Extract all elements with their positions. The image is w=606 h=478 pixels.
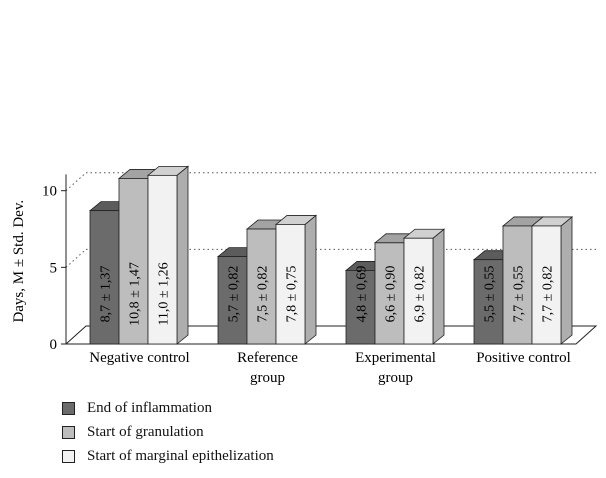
gridline-diagonal — [65, 172, 87, 192]
bar-value-label: 10,8 ± 1,47 — [128, 262, 143, 326]
chart-legend: End of inflammation Start of granulation S… — [62, 396, 274, 468]
bar-value-label: 6,6 ± 0,90 — [384, 266, 399, 323]
legend-label: Start of marginal epithelization — [87, 447, 274, 464]
bar — [374, 242, 405, 345]
bar-value-label: 7,7 ± 0,55 — [512, 266, 527, 323]
legend-item: Start of granulation — [62, 420, 274, 444]
bar — [275, 224, 306, 345]
bar — [502, 225, 533, 345]
bar-side — [304, 214, 317, 345]
bar-side — [432, 228, 445, 345]
bar-value-label: 7,7 ± 0,82 — [541, 266, 556, 323]
bar — [531, 225, 562, 345]
y-axis-label: Days, M ± Std. Dev. — [11, 200, 27, 323]
bar-value-label: 8,7 ± 1,37 — [99, 266, 114, 323]
x-category-label: Positive control — [476, 350, 571, 366]
bar-value-label: 5,5 ± 0,55 — [483, 266, 498, 323]
bar — [473, 259, 504, 345]
x-category-label: group — [378, 370, 413, 386]
gridline-diagonal — [65, 248, 87, 268]
legend-swatch — [62, 425, 75, 439]
bar — [217, 256, 248, 345]
bar-value-label: 7,8 ± 0,75 — [285, 266, 300, 323]
legend-item: Start of marginal epithelization — [62, 444, 274, 468]
x-category-label: group — [250, 370, 285, 386]
legend-label: End of inflammation — [87, 399, 212, 416]
y-tick-label: 5 — [50, 260, 58, 276]
x-category-label: Negative control — [89, 350, 189, 366]
bar-side — [560, 216, 573, 345]
y-tick-label: 10 — [42, 184, 57, 200]
legend-item: End of inflammation — [62, 396, 274, 420]
legend-label: Start of granulation — [87, 423, 204, 440]
bar-value-label: 4,8 ± 0,69 — [355, 266, 370, 323]
bar — [345, 270, 376, 345]
bar-side — [176, 165, 189, 345]
legend-swatch — [62, 401, 75, 415]
legend-swatch — [62, 449, 75, 463]
bar — [147, 174, 178, 345]
x-category-label: Reference — [237, 350, 298, 366]
bar-value-label: 11,0 ± 1,26 — [157, 262, 172, 325]
bar-value-label: 7,5 ± 0,82 — [256, 266, 271, 323]
bar — [403, 237, 434, 345]
bar-value-label: 6,9 ± 0,82 — [413, 266, 428, 323]
bar-value-label: 5,7 ± 0,82 — [227, 266, 242, 323]
x-category-label: Experimental — [355, 350, 436, 366]
bar — [89, 210, 120, 345]
y-tick-label: 0 — [50, 337, 58, 353]
bar — [118, 178, 149, 345]
bar — [246, 228, 277, 345]
